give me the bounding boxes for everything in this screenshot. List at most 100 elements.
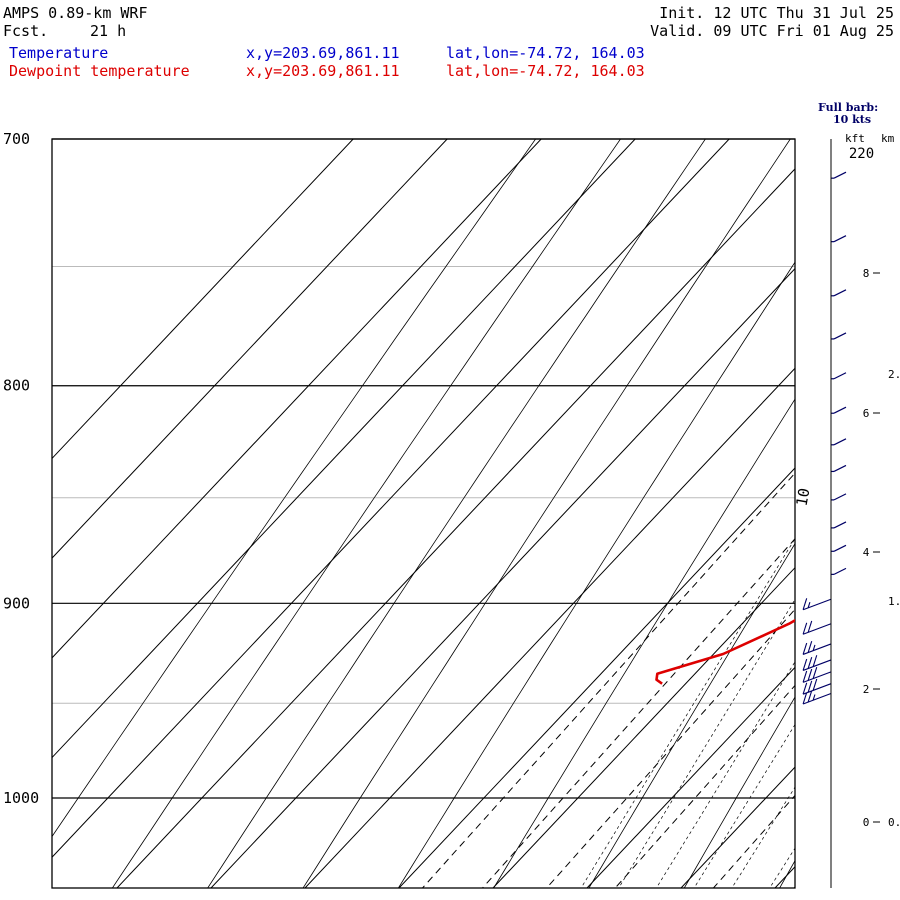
dry-adiabat-line bbox=[52, 139, 537, 838]
wind-barb-half bbox=[833, 521, 847, 529]
wind-barb-shaft bbox=[802, 671, 832, 683]
isotherm-line bbox=[869, 139, 900, 888]
wind-barb-half bbox=[833, 289, 847, 297]
dry-adiabat-line bbox=[111, 139, 621, 888]
moist-adiabat-line bbox=[693, 723, 795, 888]
wind-barb-full bbox=[807, 620, 813, 633]
wind-barb-half bbox=[833, 372, 847, 380]
isotherm-line bbox=[398, 467, 795, 888]
isotherm-line bbox=[52, 139, 636, 759]
wind-barb-half bbox=[833, 406, 847, 414]
wind-barbs bbox=[802, 171, 847, 705]
isotherm-line bbox=[304, 367, 795, 888]
dry-adiabat-line bbox=[493, 398, 795, 888]
isotherm-line bbox=[116, 168, 795, 888]
wind-barb-half bbox=[833, 332, 847, 340]
pressure-tick-label: 1000 bbox=[3, 789, 39, 807]
axis-labels: 7008009001000-70-60-50-40-30-20-10022023… bbox=[3, 130, 874, 807]
isotherm-line bbox=[52, 139, 730, 858]
isotherm-line bbox=[52, 139, 542, 659]
height-label-kft: 0 bbox=[863, 816, 870, 829]
plot-border bbox=[51, 138, 796, 889]
wind-barb-half bbox=[833, 438, 847, 446]
wind-barb-full bbox=[802, 670, 808, 683]
legend-dewpoint-name: Dewpoint temperature bbox=[9, 62, 190, 80]
moist-adiabat-line bbox=[769, 847, 795, 888]
wind-barb-half bbox=[833, 493, 847, 501]
wind-barb-full bbox=[802, 642, 808, 655]
isotherm-line bbox=[52, 139, 354, 460]
dry-adiabat-line bbox=[397, 261, 795, 888]
wind-barb-shaft bbox=[802, 659, 832, 671]
wind-barb-half bbox=[812, 694, 816, 701]
wind-barb-half bbox=[833, 544, 847, 552]
wind-barb-half bbox=[833, 464, 847, 472]
header-fcst-value: 21 h bbox=[90, 22, 127, 40]
height-label-kft: 2 bbox=[863, 683, 870, 696]
legend-temperature-name: Temperature bbox=[9, 44, 109, 62]
legend-temperature-latlon: lat,lon=-74.72, 164.03 bbox=[446, 44, 645, 62]
wind-barb-half bbox=[833, 235, 847, 243]
pressure-tick-label: 900 bbox=[3, 594, 30, 612]
wind-barb-full bbox=[802, 622, 808, 635]
dry-adiabat-line bbox=[207, 139, 706, 888]
wind-barb-full bbox=[807, 680, 813, 693]
wind-barb-full bbox=[807, 690, 813, 703]
wind-barb-shaft bbox=[802, 643, 832, 655]
pressure-tick-label: 700 bbox=[3, 130, 30, 148]
series-lines bbox=[655, 618, 795, 685]
wind-barb-shaft bbox=[802, 692, 832, 705]
isotherm-line bbox=[52, 139, 448, 559]
legend-dewpoint-xy: x,y=203.69,861.11 bbox=[246, 62, 400, 80]
header-valid: Valid. 09 UTC Fri 01 Aug 25 bbox=[650, 22, 894, 40]
height-label-km: 1. bbox=[888, 595, 900, 608]
wind-barb-shaft bbox=[802, 683, 832, 695]
moist-adiabat-line bbox=[655, 661, 795, 888]
moist-adiabat-line bbox=[580, 538, 795, 888]
dewpoint-line bbox=[655, 618, 795, 685]
wind-barb-half bbox=[833, 567, 847, 575]
height-label-km: 2. bbox=[888, 368, 900, 381]
wind-barb-half bbox=[812, 644, 816, 651]
height-unit-km: km bbox=[881, 132, 895, 145]
dry-adiabat-line bbox=[588, 542, 795, 888]
header-init: Init. 12 UTC Thu 31 Jul 25 bbox=[659, 4, 894, 22]
wind-barb-shaft bbox=[802, 623, 832, 635]
legend-temperature-xy: x,y=203.69,861.11 bbox=[246, 44, 400, 62]
wind-barb-full bbox=[802, 692, 808, 705]
isotherm-line bbox=[210, 267, 795, 888]
height-label-kft: 4 bbox=[863, 546, 870, 559]
wind-barb-full bbox=[802, 658, 808, 671]
isotherm-line bbox=[774, 866, 795, 888]
isotherm-line bbox=[586, 666, 795, 888]
wind-barb-half bbox=[807, 601, 811, 608]
mixing-ratio-line bbox=[421, 472, 795, 888]
moist-adiabat-line bbox=[731, 786, 795, 888]
wind-barb-full bbox=[807, 656, 813, 669]
pressure-tick-label: 800 bbox=[3, 377, 30, 395]
wind-barb-full bbox=[812, 667, 818, 679]
isotherm-line bbox=[492, 566, 795, 888]
wind-barb-full bbox=[807, 668, 813, 681]
wind-barb-full bbox=[802, 598, 808, 610]
wind-barb-full bbox=[812, 678, 818, 691]
wind-barb-full bbox=[802, 682, 808, 695]
theta-label: 220 bbox=[849, 146, 874, 162]
header-title: AMPS 0.89-km WRF bbox=[3, 4, 148, 22]
dry-adiabat-line bbox=[302, 139, 791, 888]
wind-barb-half bbox=[833, 171, 847, 179]
height-label-km: 0. bbox=[888, 816, 900, 829]
height-unit-kft: kft bbox=[845, 132, 865, 145]
mixing-ratio-line bbox=[614, 684, 795, 888]
barb-legend-line2: 10 kts bbox=[833, 113, 872, 126]
header-fcst-label: Fcst. bbox=[3, 22, 49, 40]
wind-barb-full bbox=[807, 640, 813, 653]
mixing-ratio-line bbox=[712, 794, 795, 888]
height-axis: 8 6 4 2 0 2. 1. 0. bbox=[830, 139, 900, 888]
height-label-kft: 6 bbox=[863, 407, 870, 420]
legend-dewpoint-latlon: lat,lon=-74.72, 164.03 bbox=[446, 62, 645, 80]
wind-barb-shaft bbox=[802, 598, 832, 611]
barb-legend-line1: Full barb: bbox=[818, 101, 879, 114]
